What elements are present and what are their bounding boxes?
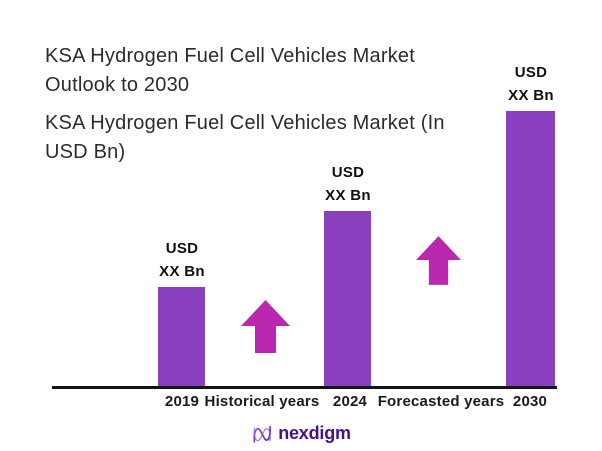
brand-logo: nexdigm (251, 421, 351, 446)
x-label-2019: 2019 (164, 393, 200, 410)
bar-value-label-2030: USD XX Bn (476, 61, 586, 107)
x-label-forecasted-years: Forecasted years (377, 393, 505, 410)
bar-2019 (158, 287, 205, 386)
bar-value-amount: XX Bn (159, 263, 205, 280)
bar-value-amount: XX Bn (508, 87, 554, 104)
brand-wordmark: nexdigm (278, 423, 351, 443)
bar-value-label-2024: USD XX Bn (293, 161, 403, 207)
chart-title: KSA Hydrogen Fuel Cell Vehicles Market O… (45, 45, 415, 96)
bar-value-amount: XX Bn (325, 187, 371, 204)
x-label-2030: 2030 (512, 393, 548, 410)
growth-arrow-icon (416, 236, 461, 285)
growth-arrow-icon (241, 300, 290, 353)
bar-2024 (324, 211, 371, 386)
x-label-2024: 2024 (332, 393, 368, 410)
x-axis-line (52, 386, 557, 389)
bar-2030 (506, 111, 555, 386)
x-label-historical-years: Historical years (204, 393, 320, 410)
bar-value-usd: USD (331, 164, 365, 181)
bar-value-usd: USD (514, 64, 548, 81)
chart-subtitle: KSA Hydrogen Fuel Cell Vehicles Market (… (45, 112, 445, 163)
title-block: KSA Hydrogen Fuel Cell Vehicles Market O… (45, 42, 469, 167)
nexdigm-wave-icon (253, 425, 271, 443)
bar-value-usd: USD (165, 240, 199, 257)
bar-value-label-2019: USD XX Bn (127, 237, 237, 283)
